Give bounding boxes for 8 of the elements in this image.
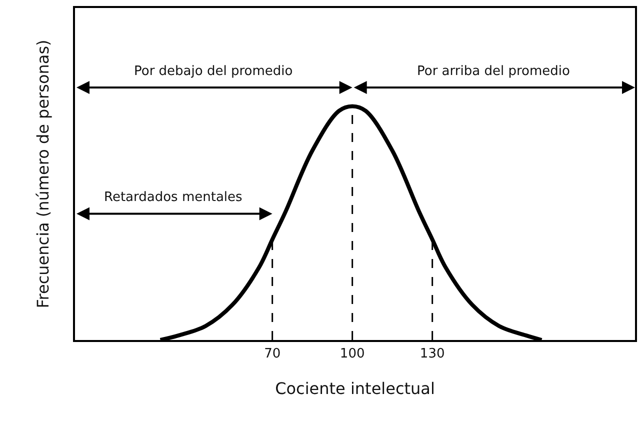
y-axis-title: Frecuencia (número de personas) — [33, 40, 52, 308]
text: Por debajo del promedio — [134, 64, 293, 79]
annotation: Retardados mentales — [104, 190, 243, 205]
x-tick-label: 100 — [340, 346, 365, 362]
text: Por arriba del promedio — [417, 64, 570, 79]
x-tick-label: 70 — [264, 346, 281, 362]
x-tick-label: 130 — [420, 346, 445, 362]
x-axis-title: Cociente intelectual — [275, 378, 435, 398]
